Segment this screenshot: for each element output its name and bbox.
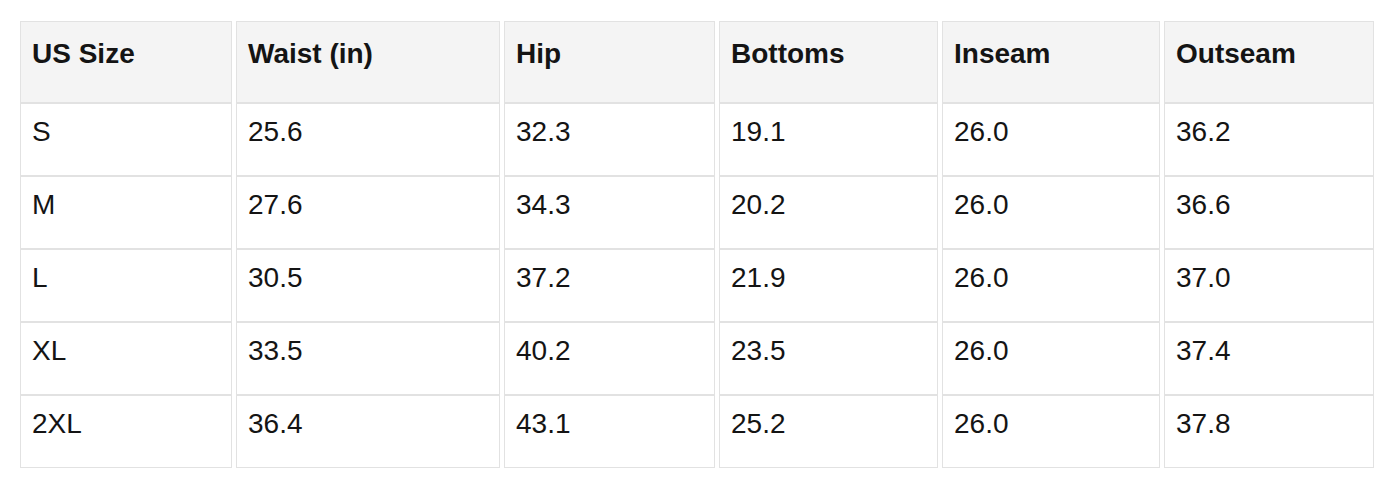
cell-us-size: S [20,103,232,176]
cell-hip: 34.3 [504,176,715,249]
cell-waist: 27.6 [236,176,500,249]
cell-waist: 25.6 [236,103,500,176]
cell-waist: 36.4 [236,395,500,468]
cell-inseam: 26.0 [942,395,1160,468]
cell-us-size: XL [20,322,232,395]
table-row: S 25.6 32.3 19.1 26.0 36.2 [20,103,1374,176]
table-row: 2XL 36.4 43.1 25.2 26.0 37.8 [20,395,1374,468]
cell-hip: 40.2 [504,322,715,395]
cell-inseam: 26.0 [942,249,1160,322]
cell-bottoms: 23.5 [719,322,938,395]
cell-us-size: L [20,249,232,322]
table-row: M 27.6 34.3 20.2 26.0 36.6 [20,176,1374,249]
cell-inseam: 26.0 [942,103,1160,176]
cell-outseam: 37.8 [1164,395,1374,468]
cell-us-size: 2XL [20,395,232,468]
size-chart-table: US Size Waist (in) Hip Bottoms Inseam Ou… [16,21,1378,468]
header-row: US Size Waist (in) Hip Bottoms Inseam Ou… [20,21,1374,103]
column-header-hip: Hip [504,21,715,103]
cell-bottoms: 21.9 [719,249,938,322]
cell-outseam: 37.4 [1164,322,1374,395]
cell-outseam: 37.0 [1164,249,1374,322]
cell-waist: 33.5 [236,322,500,395]
cell-us-size: M [20,176,232,249]
cell-inseam: 26.0 [942,322,1160,395]
column-header-waist: Waist (in) [236,21,500,103]
cell-waist: 30.5 [236,249,500,322]
size-chart: US Size Waist (in) Hip Bottoms Inseam Ou… [0,0,1378,485]
column-header-us-size: US Size [20,21,232,103]
cell-bottoms: 19.1 [719,103,938,176]
cell-bottoms: 25.2 [719,395,938,468]
cell-outseam: 36.2 [1164,103,1374,176]
cell-hip: 37.2 [504,249,715,322]
cell-hip: 32.3 [504,103,715,176]
column-header-outseam: Outseam [1164,21,1374,103]
cell-inseam: 26.0 [942,176,1160,249]
table-row: XL 33.5 40.2 23.5 26.0 37.4 [20,322,1374,395]
table-row: L 30.5 37.2 21.9 26.0 37.0 [20,249,1374,322]
cell-hip: 43.1 [504,395,715,468]
column-header-bottoms: Bottoms [719,21,938,103]
cell-outseam: 36.6 [1164,176,1374,249]
column-header-inseam: Inseam [942,21,1160,103]
cell-bottoms: 20.2 [719,176,938,249]
